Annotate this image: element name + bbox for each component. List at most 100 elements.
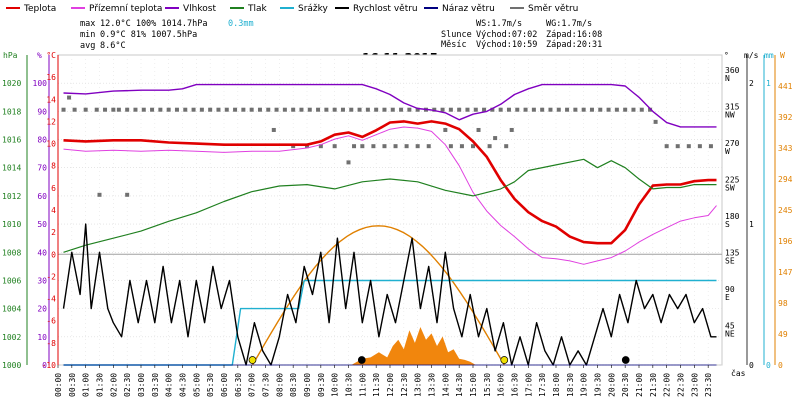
- wind-direction-point: [83, 107, 88, 112]
- wind-direction-point: [498, 107, 503, 112]
- solar-tick-label: 245: [778, 206, 793, 215]
- pressure-tick-label: 1006: [2, 276, 21, 285]
- temperature-tick-label: 0: [51, 250, 56, 259]
- x-tick-label: 17:00: [524, 373, 533, 397]
- direction-compass-label: NE: [725, 330, 735, 339]
- wind-info: WS:1.7m/s WG:1.7m/s: [476, 19, 592, 29]
- x-tick-label: 05:30: [206, 373, 215, 397]
- solar-radiation-area: [351, 327, 476, 365]
- wind-direction-point: [125, 107, 130, 112]
- sun-elevation-line: [251, 225, 505, 366]
- wind-direction-point: [415, 144, 420, 149]
- wind-direction-point: [393, 144, 398, 149]
- legend-label: Tlak: [247, 4, 268, 14]
- humidity-tick-label: 10: [37, 333, 47, 342]
- temperature-tick-label: -6: [46, 317, 56, 326]
- wind-direction-point: [426, 144, 431, 149]
- wind-direction-point: [266, 107, 271, 112]
- direction-compass-label: S: [725, 220, 730, 229]
- wind-direction-point: [61, 107, 66, 112]
- sun-info: Slunce Východ:07:02 Západ:16:08: [441, 30, 602, 40]
- x-tick-label: 23:00: [690, 373, 699, 397]
- wind-direction-point: [282, 107, 287, 112]
- wind-direction-point: [653, 119, 658, 124]
- x-tick-label: 19:30: [594, 373, 603, 397]
- x-tick-label: 13:30: [428, 373, 437, 397]
- x-tick-label: 14:00: [441, 373, 450, 397]
- wind-direction-point: [487, 144, 492, 149]
- x-tick-label: 16:30: [511, 373, 520, 397]
- wind-direction-point: [490, 107, 495, 112]
- series-line: [63, 120, 717, 245]
- x-tick-label: 11:30: [372, 373, 381, 397]
- rain-axis-unit: mm: [764, 51, 774, 60]
- x-tick-label: 15:00: [469, 373, 478, 397]
- wind-direction-point: [556, 107, 561, 112]
- x-tick-label: 05:00: [192, 373, 201, 397]
- wind-direction-point: [509, 127, 514, 132]
- series-line: [63, 126, 717, 265]
- wind-speed-info: WS:1.7m/s: [476, 19, 522, 29]
- wind-direction-point: [249, 107, 254, 112]
- direction-tick-label: 135: [725, 249, 740, 258]
- stats-min-label: min: [80, 30, 95, 40]
- wind-direction-point: [459, 144, 464, 149]
- wind-direction-point: [332, 144, 337, 149]
- humidity-tick-label: 60: [37, 192, 47, 201]
- wind-direction-point: [697, 144, 702, 149]
- wind-direction-point: [150, 107, 155, 112]
- x-tick-label: 04:30: [179, 373, 188, 397]
- grid: [57, 55, 722, 366]
- temperature-tick-label: 10: [46, 140, 56, 149]
- wind-direction-point: [291, 144, 296, 149]
- wind-gust-info: WG:1.7m/s: [546, 19, 592, 29]
- wind-direction-point: [589, 107, 594, 112]
- direction-tick-label: 315: [725, 103, 740, 112]
- solar-tick-label: 294: [778, 175, 793, 184]
- temperature-axis-unit: °C: [46, 51, 56, 60]
- direction-axis-unit: °: [724, 51, 729, 60]
- wind-direction-point: [271, 127, 276, 132]
- wind-direction-point: [573, 107, 578, 112]
- pressure-tick-label: 1000: [2, 361, 21, 370]
- wind-direction-point: [482, 107, 487, 112]
- wind-direction-point: [133, 107, 138, 112]
- direction-tick-label: 225: [725, 176, 740, 185]
- pressure-tick-label: 1008: [2, 248, 21, 257]
- series-line: [63, 158, 717, 253]
- wind-direction-point: [158, 107, 163, 112]
- sunset-info: Západ:16:08: [546, 30, 602, 40]
- wind-tick-label: 1: [749, 220, 754, 229]
- x-tick-label: 06:00: [220, 373, 229, 397]
- solar-tick-label: 147: [778, 268, 793, 277]
- wind-direction-point: [432, 107, 437, 112]
- wind-direction-point: [581, 107, 586, 112]
- rain-tick-label: 0: [766, 361, 771, 370]
- x-tick-label: 11:00: [358, 373, 367, 397]
- wind-direction-point: [504, 144, 509, 149]
- wind-direction-point: [523, 107, 528, 112]
- wind-direction-point: [307, 107, 312, 112]
- wind-direction-point: [111, 107, 116, 112]
- wind-direction-point: [648, 107, 653, 112]
- x-tick-label: 20:00: [607, 373, 616, 397]
- wind-direction-point: [390, 107, 395, 112]
- wind-direction-point: [407, 107, 412, 112]
- wind-direction-point: [631, 107, 636, 112]
- x-tick-label: 17:30: [538, 373, 547, 397]
- wind-direction-point: [531, 107, 536, 112]
- solar-tick-label: 196: [778, 237, 793, 246]
- solar-axis-unit: W: [780, 51, 785, 60]
- x-tick-label: 19:00: [580, 373, 589, 397]
- legend: Teplota Přízemní teplota Vlhkost Tlak Srážky…: [6, 4, 578, 14]
- humidity-tick-label: 50: [37, 220, 47, 229]
- wind-tick-label: 2: [749, 79, 754, 88]
- wind-direction-point: [639, 107, 644, 112]
- solar-tick-label: 392: [778, 113, 793, 122]
- wind-direction-point: [686, 144, 691, 149]
- wind-direction-point: [183, 107, 188, 112]
- direction-tick-label: 90: [725, 285, 735, 294]
- wind-direction-point: [675, 144, 680, 149]
- stats-min-values: 0.9°C 81% 1007.5hPa: [100, 30, 197, 40]
- wind-direction-point: [357, 107, 362, 112]
